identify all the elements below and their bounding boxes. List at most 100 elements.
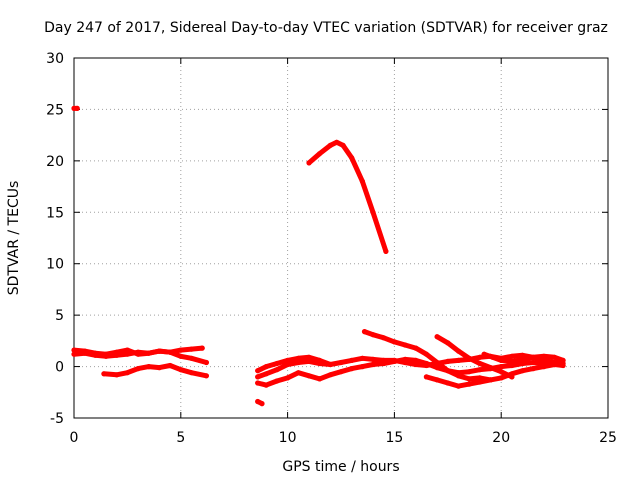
data-point (203, 359, 209, 366)
series-line-trace-3 (101, 363, 209, 379)
data-point (455, 357, 462, 363)
data-point (349, 357, 355, 363)
data-point (434, 334, 440, 340)
data-point (203, 373, 209, 379)
data-point (481, 351, 487, 357)
data-point (167, 349, 173, 355)
data-point (255, 368, 261, 374)
data-point (487, 365, 494, 371)
data-point (101, 371, 107, 377)
data-point (146, 350, 152, 356)
data-point (135, 366, 141, 372)
y-tick-label: 5 (55, 308, 64, 324)
x-tick-labels: 0 5 10 15 20 25 (70, 430, 617, 446)
y-tick-label: 20 (46, 154, 64, 170)
data-point (423, 351, 429, 357)
data-point (413, 357, 419, 363)
data-point (466, 381, 472, 387)
data-point (359, 364, 365, 370)
data-point (530, 359, 536, 366)
data-point (402, 356, 408, 362)
y-tick-label: 30 (46, 51, 64, 67)
data-point (466, 369, 472, 375)
data-point (124, 370, 130, 376)
data-point (317, 357, 323, 363)
data-point (295, 359, 301, 366)
data-point (381, 335, 387, 341)
data-point (92, 352, 98, 358)
data-point (114, 352, 120, 358)
data-point (178, 347, 184, 353)
data-point (199, 345, 205, 351)
data-point (263, 371, 269, 377)
data-point (541, 357, 547, 363)
data-point (466, 355, 472, 361)
data-point (530, 354, 536, 360)
data-point (498, 357, 504, 363)
data-point (285, 357, 291, 363)
data-point (383, 248, 389, 254)
data-point (340, 142, 346, 148)
data-point (541, 364, 547, 370)
data-point (74, 105, 80, 111)
data-point (274, 378, 280, 384)
data-point (455, 348, 462, 354)
data-point (391, 358, 397, 364)
data-point (135, 349, 141, 355)
y-tick-label: 10 (46, 257, 64, 273)
data-point (434, 377, 440, 383)
data-point (359, 178, 365, 184)
data-point (349, 366, 355, 372)
data-point (263, 364, 269, 370)
data-point (370, 209, 376, 215)
data-point (520, 368, 526, 374)
data-point (498, 364, 504, 370)
data-point (530, 366, 536, 372)
x-tick-label: 10 (279, 430, 297, 446)
y-tick-label: -5 (50, 411, 64, 427)
data-point (477, 360, 483, 367)
data-point (391, 339, 397, 345)
data-point (487, 377, 494, 383)
x-tick-label: 20 (492, 430, 510, 446)
data-point (466, 376, 472, 382)
data-point (306, 160, 312, 166)
data-point (423, 360, 429, 367)
data-point (103, 353, 109, 359)
data-point (124, 351, 130, 357)
data-point (445, 358, 451, 364)
data-point (498, 375, 504, 381)
y-tick-label: 25 (46, 102, 64, 118)
data-point (114, 372, 120, 378)
y-tick-label: 0 (55, 360, 64, 376)
data-point (370, 332, 376, 338)
data-point (338, 359, 344, 366)
chart-title: Day 247 of 2017, Sidereal Day-to-day VTE… (44, 20, 608, 36)
data-point (423, 374, 429, 380)
data-point (317, 151, 323, 157)
y-tick-labels: -5 0 5 10 15 20 25 30 (46, 51, 64, 427)
data-point (434, 359, 440, 366)
data-point (445, 380, 451, 386)
data-point (361, 329, 368, 335)
data-point (317, 376, 323, 382)
data-point (402, 342, 408, 348)
data-point (327, 372, 333, 378)
data-point (188, 355, 195, 361)
x-tick-label: 25 (599, 430, 617, 446)
y-axis-label: SDTVAR / TECUs (6, 181, 22, 296)
data-point (520, 360, 526, 367)
data-point (413, 345, 419, 351)
data-point (509, 362, 515, 369)
data-point (445, 340, 451, 346)
data-point (71, 347, 77, 353)
data-point (445, 368, 451, 374)
axis-ticks (73, 57, 609, 419)
data-point (167, 362, 173, 369)
data-point (255, 380, 261, 386)
data-point (82, 350, 88, 356)
data-point (306, 373, 312, 379)
y-tick-label: 15 (46, 205, 64, 221)
x-tick-label: 0 (70, 430, 79, 446)
